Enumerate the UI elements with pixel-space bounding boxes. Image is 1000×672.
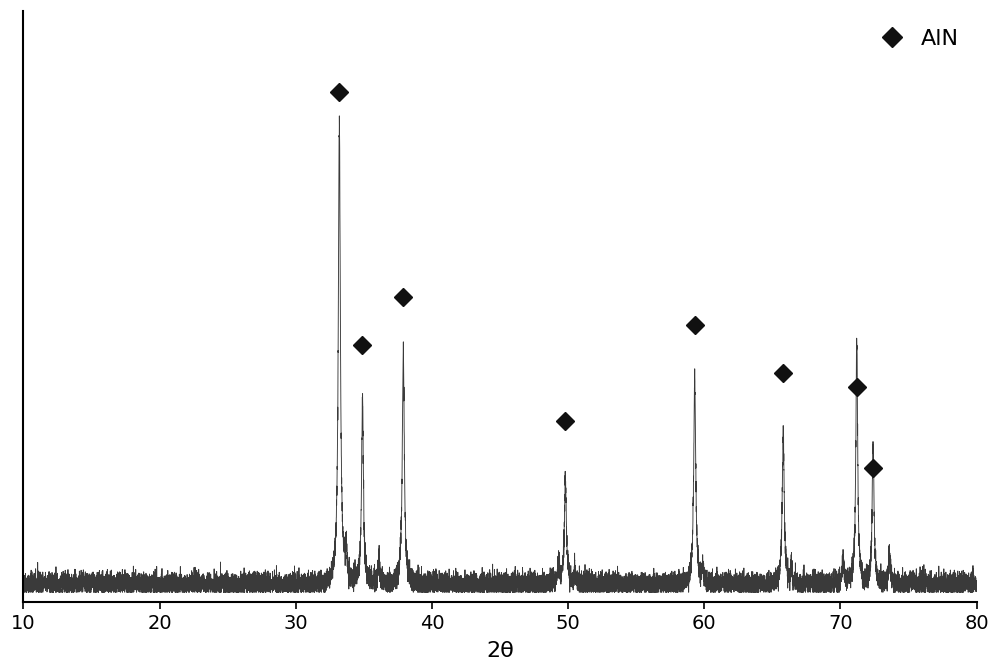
- X-axis label: 2θ: 2θ: [486, 641, 514, 661]
- Legend: AlN: AlN: [863, 22, 965, 56]
